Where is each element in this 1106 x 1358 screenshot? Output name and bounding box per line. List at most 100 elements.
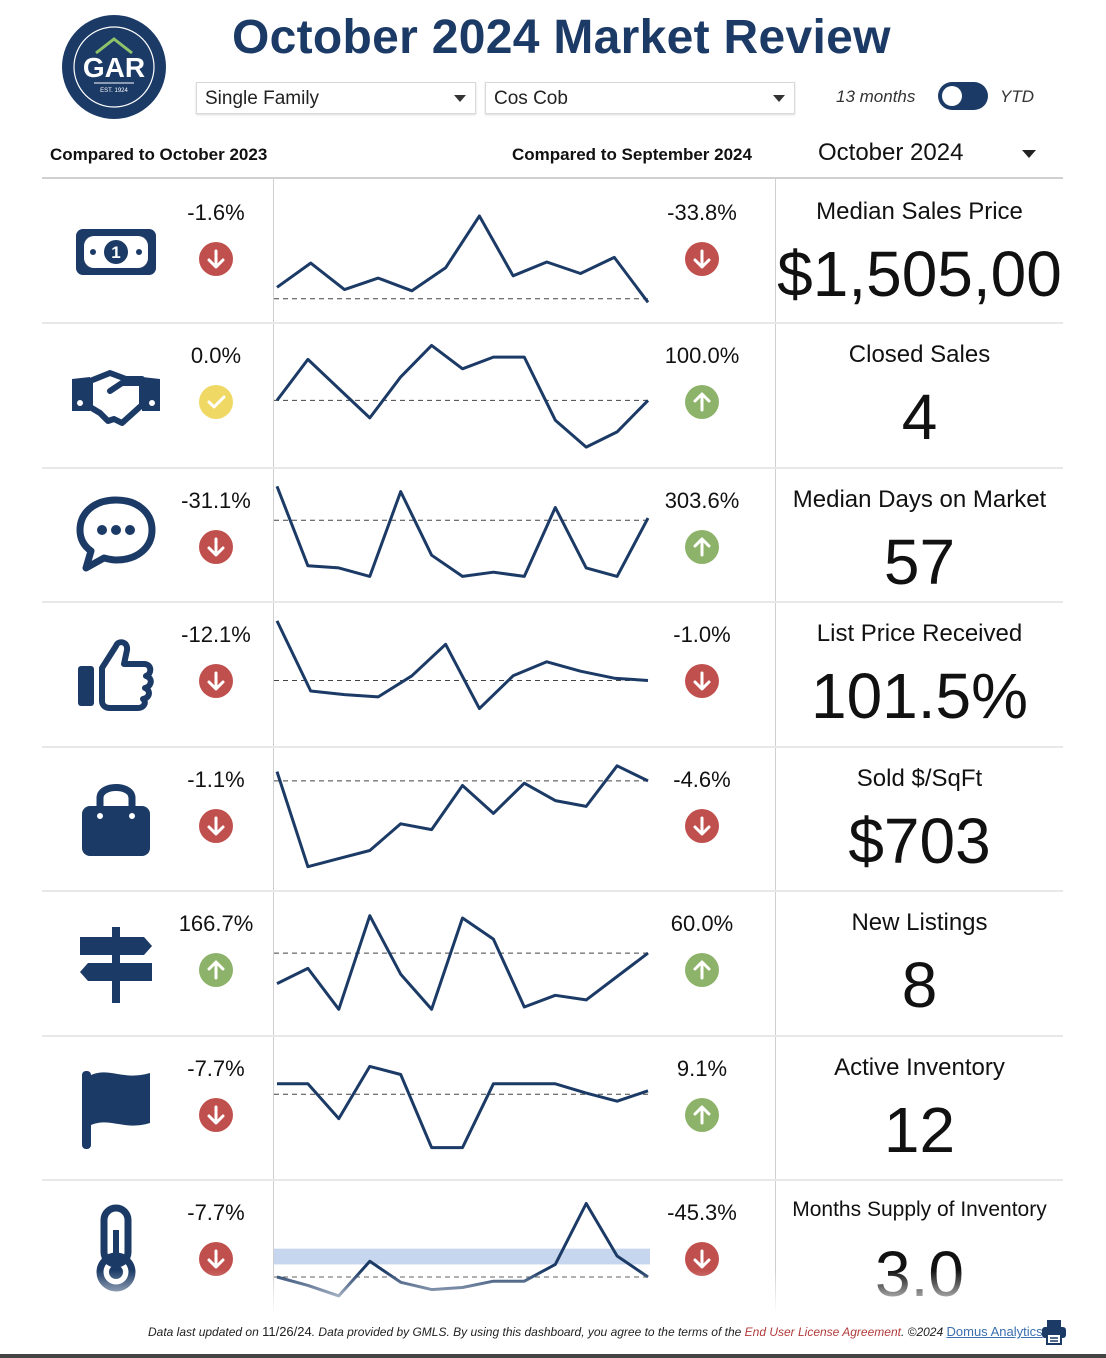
handshake-icon xyxy=(72,369,160,426)
gar-logo: GAR EST. 1924 xyxy=(62,15,166,119)
metric-title: List Price Received xyxy=(816,620,1023,647)
area-value: Cos Cob xyxy=(494,88,568,109)
domus-link[interactable]: Domus Analytics xyxy=(946,1324,1043,1339)
down-arrow-icon xyxy=(199,809,233,843)
metric-title: Active Inventory xyxy=(834,1054,1005,1081)
compare-year-label: Compared to October 2023 xyxy=(50,145,268,164)
yoy-change: -31.1% xyxy=(181,488,251,513)
period-toggle[interactable] xyxy=(938,82,988,110)
footer-prefix: Data last updated on xyxy=(148,1325,263,1339)
sparkline xyxy=(274,764,650,869)
row-divider xyxy=(42,1179,1063,1181)
metric-title: Median Days on Market xyxy=(792,486,1047,513)
page-title: October 2024 Market Review xyxy=(232,11,891,64)
metric-value: $1,505,00 xyxy=(777,238,1062,310)
column-divider xyxy=(775,179,776,1312)
row-divider xyxy=(42,746,1063,748)
print-icon[interactable] xyxy=(1040,1318,1068,1346)
dollar-bill-icon: 1 xyxy=(76,228,156,275)
sparkline-series xyxy=(276,214,650,304)
shopping-bag-icon xyxy=(82,784,150,856)
footer-date: 11/26/24 xyxy=(262,1324,312,1339)
footer-fade xyxy=(0,1270,1106,1358)
sparkline-series xyxy=(277,1064,649,1150)
down-arrow-icon xyxy=(685,809,719,843)
property-type-value: Single Family xyxy=(205,88,320,109)
row-divider xyxy=(42,890,1063,892)
logo-est: EST. 1924 xyxy=(100,88,128,94)
down-arrow-icon xyxy=(685,242,719,276)
row-divider xyxy=(42,601,1063,603)
sparkline-series xyxy=(276,914,649,1011)
up-arrow-icon xyxy=(685,953,719,987)
flag-icon xyxy=(82,1071,150,1149)
metric-value: $703 xyxy=(848,805,991,877)
up-arrow-icon xyxy=(199,953,233,987)
yoy-change: -1.1% xyxy=(187,767,245,792)
sparkline xyxy=(274,214,650,304)
up-arrow-icon xyxy=(685,530,719,564)
down-arrow-icon xyxy=(199,530,233,564)
yoy-change: -7.7% xyxy=(187,1056,245,1081)
sparkline xyxy=(274,485,650,578)
row-divider xyxy=(42,467,1063,469)
mom-change: -45.3% xyxy=(667,1200,737,1225)
toggle-label-13-months: 13 months xyxy=(836,87,916,106)
property-type-select[interactable]: Single Family xyxy=(196,82,476,114)
mom-change: -4.6% xyxy=(673,767,731,792)
mom-change: 9.1% xyxy=(676,1056,728,1081)
down-arrow-icon xyxy=(199,1242,233,1276)
sparkline-series xyxy=(275,343,650,449)
row-divider xyxy=(42,322,1063,324)
svg-text:1: 1 xyxy=(111,243,120,262)
metric-value: 8 xyxy=(901,949,938,1021)
sparkline xyxy=(274,343,650,449)
logo-text: GAR xyxy=(83,52,145,83)
sparkline xyxy=(274,914,650,1011)
thumbs-up-icon xyxy=(78,638,154,711)
footer-text: Data last updated on 11/26/24. Data prov… xyxy=(148,1324,1043,1339)
toggle-label-ytd: YTD xyxy=(1000,87,1034,106)
yoy-change: 166.7% xyxy=(178,911,254,936)
month-select[interactable]: October 2024 xyxy=(818,139,964,166)
metric-value: 4 xyxy=(901,381,938,453)
mom-change: -33.8% xyxy=(667,200,737,225)
metric-title: Sold $/SqFt xyxy=(856,765,983,792)
chevron-down-icon[interactable] xyxy=(1022,150,1036,158)
area-select[interactable]: Cos Cob xyxy=(485,82,795,114)
mom-change: 60.0% xyxy=(670,911,734,936)
metric-value: 12 xyxy=(883,1094,956,1166)
chevron-down-icon xyxy=(454,95,466,102)
sparkline xyxy=(274,1064,650,1150)
signpost-icon xyxy=(80,926,152,1003)
metric-title: Median Sales Price xyxy=(816,198,1023,225)
sparkline xyxy=(274,620,650,711)
mom-change: 100.0% xyxy=(664,343,740,368)
sparkline-series xyxy=(275,764,649,869)
yoy-change: 0.0% xyxy=(190,343,242,368)
yoy-change: -1.6% xyxy=(187,200,245,225)
up-arrow-icon xyxy=(685,385,719,419)
yoy-change: -7.7% xyxy=(187,1200,245,1225)
up-arrow-icon xyxy=(685,1098,719,1132)
mom-change: 303.6% xyxy=(664,488,740,513)
eula-link[interactable]: End User License Agreement xyxy=(744,1325,901,1339)
down-arrow-icon xyxy=(199,242,233,276)
toggle-knob xyxy=(942,86,962,106)
speech-bubble-icon xyxy=(76,496,156,572)
metric-title: Months Supply of Inventory xyxy=(792,1198,1047,1221)
metric-title: New Listings xyxy=(851,909,988,936)
neutral-arrow-icon xyxy=(199,385,233,419)
down-arrow-icon xyxy=(685,1242,719,1276)
sparkline-series xyxy=(275,485,650,578)
down-arrow-icon xyxy=(685,664,719,698)
window-bottom-edge xyxy=(0,1354,1106,1358)
footer-middle: . Data provided by GMLS. By using this d… xyxy=(311,1325,745,1339)
row-divider xyxy=(42,1035,1063,1037)
down-arrow-icon xyxy=(199,664,233,698)
metric-value: 57 xyxy=(883,526,956,598)
chevron-down-icon xyxy=(773,95,785,102)
header-divider xyxy=(42,177,1063,179)
metric-title: Closed Sales xyxy=(848,341,991,368)
mom-change: -1.0% xyxy=(673,622,731,647)
